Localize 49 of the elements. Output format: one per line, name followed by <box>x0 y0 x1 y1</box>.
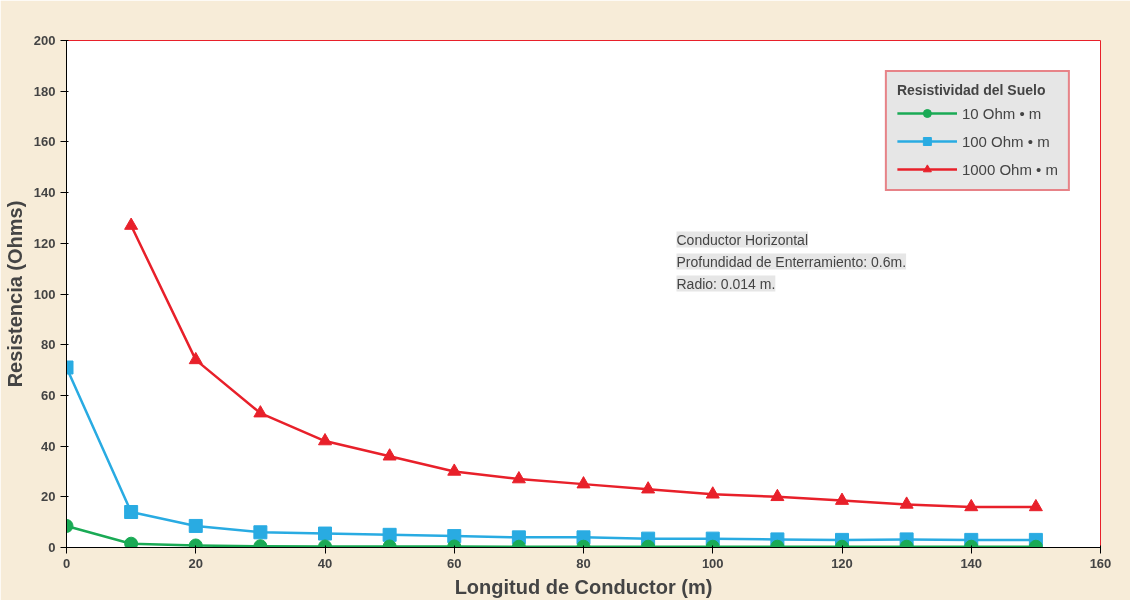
x-tick-label: 40 <box>317 555 333 571</box>
legend-label: 100 Ohm • m <box>961 132 1050 150</box>
y-tick-label: 100 <box>33 286 56 302</box>
y-tick-label: 20 <box>41 489 56 505</box>
point <box>447 463 462 476</box>
x-tick-label: 100 <box>701 555 724 571</box>
point <box>253 525 268 540</box>
x-axis-title: Longitud de Conductor (m) <box>454 575 713 598</box>
legend-label: 10 Ohm • m <box>961 104 1042 122</box>
point <box>705 486 720 499</box>
y-tick-label: 0 <box>48 540 56 555</box>
point <box>899 496 914 509</box>
y-tick-label: 140 <box>33 185 56 201</box>
x-tick-label: 140 <box>960 555 983 571</box>
legend-title: Resistividad del Suelo <box>896 82 1047 98</box>
legend-label: 1000 Ohm • m <box>961 160 1058 178</box>
point <box>253 405 268 418</box>
y-tick-label: 60 <box>41 387 56 403</box>
point <box>770 488 785 502</box>
y-tick-label: 160 <box>33 134 56 150</box>
x-tick-label: 20 <box>188 555 203 571</box>
y-axis-title: Resistencia (Ohms) <box>3 200 26 388</box>
point <box>511 471 526 484</box>
x-tick-label: 160 <box>1089 555 1112 571</box>
point <box>1028 498 1043 512</box>
y-tick-label: 180 <box>33 83 56 99</box>
annotation: Radio: 0.014 m. <box>676 275 776 292</box>
point <box>382 527 397 542</box>
point <box>188 351 203 365</box>
y-tick-label: 80 <box>41 337 56 353</box>
x-tick-label: 0 <box>62 555 71 571</box>
y-tick-label: 40 <box>41 438 56 454</box>
point <box>835 492 849 505</box>
point <box>576 476 591 489</box>
x-tick-label: 120 <box>831 555 853 571</box>
annotation: Conductor Horizontal <box>676 231 809 248</box>
point <box>318 526 332 541</box>
point <box>124 536 139 548</box>
point <box>318 433 332 446</box>
annotation: Profundidad de Enterramiento: 0.6m. <box>676 253 907 270</box>
point <box>188 518 203 533</box>
point <box>124 217 139 230</box>
x-tick-label: 80 <box>576 555 591 571</box>
y-tick-label: 200 <box>33 33 56 48</box>
x-tick-label: 60 <box>447 555 462 571</box>
y-tick-label: 120 <box>33 235 56 251</box>
point <box>641 481 656 494</box>
point <box>964 498 979 512</box>
point <box>382 448 397 461</box>
